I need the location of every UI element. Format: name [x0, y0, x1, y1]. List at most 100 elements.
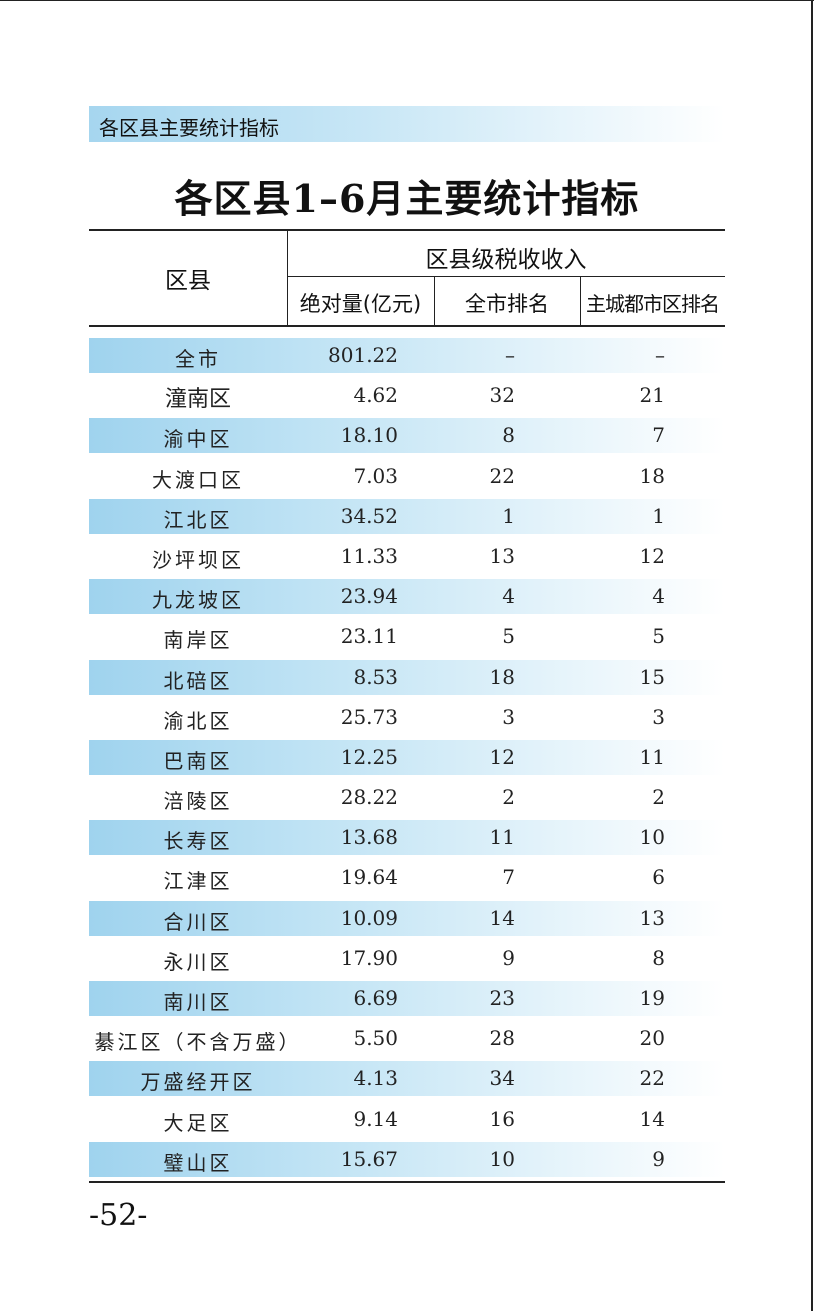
district-name-cell: 沙坪坝区 — [152, 547, 244, 572]
row-shading — [89, 338, 725, 373]
district-name-cell: 合川区 — [163, 909, 233, 934]
main-urban-rank-cell: 12 — [639, 543, 665, 568]
main-urban-rank-cell: 22 — [639, 1066, 665, 1091]
table-row: 九龙坡区 23.94 4 4 — [89, 579, 725, 619]
row-shading — [89, 820, 725, 856]
main-urban-rank-cell: 9 — [652, 1146, 665, 1171]
header-bottom-rule — [89, 325, 725, 327]
city-rank-cell: 28 — [489, 1026, 515, 1051]
main-urban-rank-cell: 1 — [652, 503, 665, 528]
absolute-value-cell: 23.11 — [340, 624, 398, 649]
absolute-value-cell: 23.94 — [340, 584, 398, 609]
absolute-value-cell: 25.73 — [340, 704, 398, 729]
table-row: 渝北区 25.73 3 3 — [89, 700, 725, 740]
section-banner-label: 各区县主要统计指标 — [99, 116, 279, 140]
absolute-value-cell: 4.13 — [353, 1066, 398, 1091]
row-shading — [89, 981, 725, 1016]
row-shading — [89, 418, 725, 454]
row-shading — [89, 498, 725, 534]
main-urban-rank-cell: 20 — [639, 1026, 665, 1051]
absolute-value-cell: 9.14 — [353, 1106, 398, 1131]
table-row: 璧山区 15.67 10 9 — [89, 1141, 725, 1182]
table-row: 綦江区（不含万盛） 5.50 28 20 — [89, 1021, 725, 1061]
district-name-cell: 九龙坡区 — [152, 588, 244, 613]
district-name-cell: 长寿区 — [163, 829, 233, 854]
absolute-value-cell: 6.69 — [353, 986, 398, 1010]
row-shading — [89, 739, 725, 775]
row-shading — [89, 900, 725, 936]
table-row: 永川区 17.90 9 8 — [89, 941, 725, 981]
header-divider-rank — [434, 277, 435, 326]
main-urban-rank-cell: 13 — [639, 905, 665, 930]
absolute-value-cell: 17.90 — [340, 945, 398, 970]
main-urban-rank-cell: 7 — [652, 423, 665, 448]
row-shading — [89, 1061, 725, 1097]
header-divider-main-rank — [580, 277, 581, 326]
table-row: 潼南区 4.62 32 21 — [89, 378, 725, 418]
table-row: 渝中区 18.10 8 7 — [89, 418, 725, 458]
district-name-cell: 南岸区 — [163, 628, 233, 653]
main-urban-rank-cell: 21 — [639, 383, 665, 408]
absolute-value-cell: 19.64 — [340, 865, 398, 890]
city-rank-cell: 16 — [489, 1106, 515, 1131]
city-rank-cell: 32 — [489, 383, 515, 408]
city-rank-cell: 9 — [502, 945, 515, 970]
header-absolute-value: 绝对量(亿元) — [299, 292, 422, 316]
city-rank-cell: 23 — [489, 986, 515, 1010]
header-tax-revenue: 区县级税收收入 — [425, 247, 587, 273]
page-number: -52- — [89, 1198, 148, 1233]
main-urban-rank-cell: 18 — [639, 463, 665, 488]
main-urban-rank-cell: 8 — [652, 945, 665, 970]
table-row: 全市 801.22 – – — [89, 338, 725, 378]
city-rank-cell: 13 — [489, 543, 515, 568]
city-rank-cell: 11 — [489, 825, 515, 850]
absolute-value-cell: 5.50 — [353, 1026, 398, 1051]
absolute-value-cell: 18.10 — [340, 423, 398, 448]
main-urban-rank-cell: 11 — [639, 744, 665, 769]
header-city-rank: 全市排名 — [465, 292, 549, 316]
district-name-cell: 巴南区 — [163, 748, 233, 773]
district-name-cell: 涪陵区 — [163, 789, 233, 814]
city-rank-cell: 18 — [489, 664, 515, 689]
city-rank-cell: 7 — [502, 865, 515, 890]
main-urban-rank-cell: 6 — [652, 865, 665, 890]
district-name-cell: 大渡口区 — [152, 467, 244, 492]
absolute-value-cell: 15.67 — [340, 1146, 398, 1171]
main-urban-rank-cell: 19 — [639, 986, 665, 1010]
district-name-cell: 全市 — [175, 347, 221, 371]
header-group-rule — [287, 276, 725, 277]
absolute-value-cell: 12.25 — [340, 744, 398, 769]
main-urban-rank-cell: 2 — [652, 785, 665, 810]
district-name-cell: 永川区 — [163, 949, 233, 974]
absolute-value-cell: 801.22 — [328, 343, 398, 367]
table-body: 全市 801.22– – 潼南区 4.62 32 21 渝中区 18.10 8 7 大渡口区 7.03 2… — [89, 338, 725, 1182]
absolute-value-cell: 7.03 — [353, 463, 398, 488]
table-top-rule — [89, 229, 725, 231]
district-name-cell: 江津区 — [163, 869, 233, 894]
row-shading — [89, 1141, 725, 1177]
absolute-value-cell: 28.22 — [340, 785, 398, 810]
row-shading — [89, 579, 725, 615]
city-rank-cell: 22 — [489, 463, 515, 488]
table-row: 大渡口区 7.03 22 18 — [89, 459, 725, 499]
main-urban-rank-cell: – — [655, 343, 665, 367]
main-urban-rank-cell: 5 — [652, 624, 665, 649]
table-row: 万盛经开区 4.13 34 22 — [89, 1061, 725, 1101]
absolute-value-cell: 11.33 — [340, 543, 398, 568]
absolute-value-cell: 8.53 — [353, 664, 398, 689]
page-frame-right — [811, 0, 813, 1311]
city-rank-cell: – — [505, 343, 515, 367]
page-title: 各区县1–6月主要统计指标 — [174, 176, 640, 221]
district-name-cell: 北碚区 — [163, 668, 233, 693]
city-rank-cell: 4 — [502, 584, 515, 609]
table-row: 江津区 19.64 7 6 — [89, 860, 725, 900]
section-banner: 各区县主要统计指标 — [89, 106, 725, 142]
city-rank-cell: 12 — [489, 744, 515, 769]
city-rank-cell: 34 — [489, 1066, 515, 1091]
main-urban-rank-cell: 4 — [652, 584, 665, 609]
row-shading — [89, 659, 725, 695]
district-name-cell: 渝中区 — [163, 427, 233, 452]
district-name-cell: 璧山区 — [163, 1150, 233, 1175]
district-name-cell: 大足区 — [163, 1110, 233, 1135]
district-name-cell: 万盛经开区 — [140, 1070, 256, 1095]
